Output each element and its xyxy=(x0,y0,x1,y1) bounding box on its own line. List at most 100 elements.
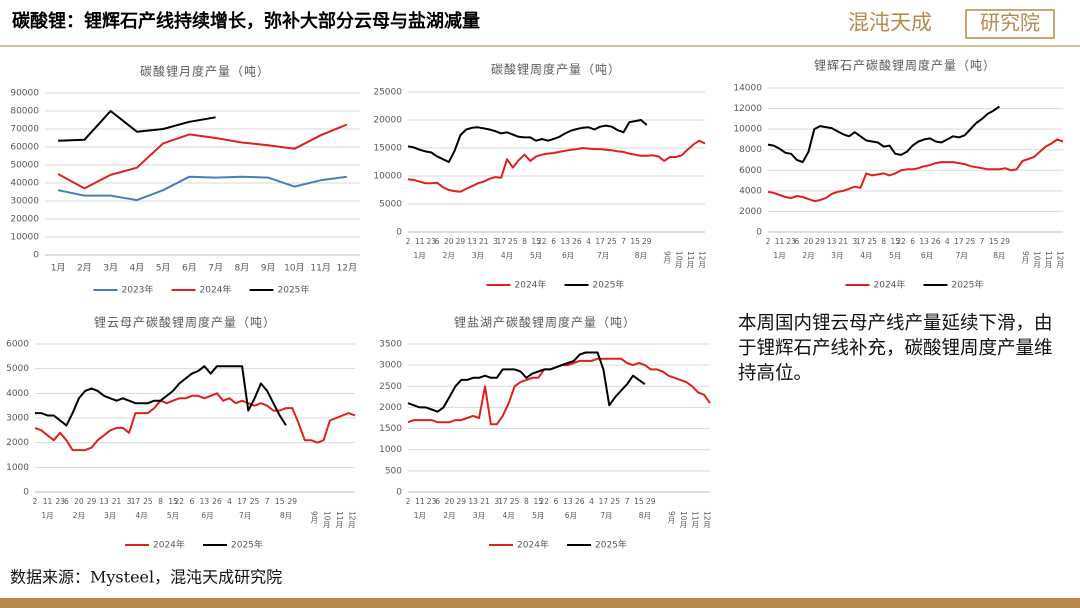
month-label: 2月 xyxy=(443,511,455,520)
x-tick-label: 25 xyxy=(250,497,260,506)
x-tick-label: 8月 xyxy=(235,263,250,274)
x-tick-label: 15 xyxy=(534,497,544,506)
comment: 本周国内锂云母产线产量延续下滑，由于锂辉石产线补充，碳酸锂周度产量维持高位。 xyxy=(738,313,1053,384)
y-tick-label: 90000 xyxy=(10,89,39,99)
y-tick-label: 3000 xyxy=(6,414,29,424)
month-label: 12月 xyxy=(698,251,707,269)
x-tick-label: 13 xyxy=(827,237,837,246)
x-tick-label: 25 xyxy=(867,237,877,246)
month-label: 5月 xyxy=(167,511,179,520)
x-tick-label: 15 xyxy=(989,237,999,246)
x-tick-label: 20 xyxy=(74,497,84,506)
x-tick-label: 25 xyxy=(510,497,520,506)
x-tick-label: 17 xyxy=(599,497,609,506)
x-tick-label: 29 xyxy=(646,497,656,506)
y-tick-label: 10000 xyxy=(10,233,39,243)
x-tick-label: 29 xyxy=(815,237,825,246)
x-tick-label: 15 xyxy=(890,237,900,246)
month-label: 7月 xyxy=(600,511,612,520)
x-tick-label: 15 xyxy=(275,497,285,506)
series-line xyxy=(767,138,1064,203)
chart-title: 锂辉石产碳酸锂周度产量（吨） xyxy=(814,58,996,73)
x-tick-label: 13 xyxy=(563,497,573,506)
x-tick-label: 22 xyxy=(539,497,549,506)
month-label: 9月 xyxy=(663,251,672,264)
x-tick-label: 8 xyxy=(524,497,529,506)
y-tick-label: 3500 xyxy=(379,340,402,350)
x-tick-label: 25 xyxy=(610,497,620,506)
month-label: 11月 xyxy=(335,511,344,529)
x-tick-label: 6 xyxy=(551,237,556,246)
month-label: 7月 xyxy=(956,251,968,260)
chart-title: 碳酸锂周度产量（吨） xyxy=(491,62,621,77)
x-tick-label: 11 xyxy=(43,497,53,506)
y-tick-label: 15000 xyxy=(373,144,402,154)
x-tick-label: 11 xyxy=(415,237,425,246)
x-tick-label: 3 xyxy=(127,497,132,506)
month-label: 10月 xyxy=(1032,251,1041,269)
x-tick-label: 15 xyxy=(630,237,640,246)
y-tick-label: 30000 xyxy=(10,197,39,207)
month-label: 11月 xyxy=(1044,251,1053,269)
legend-label: 2024年 xyxy=(153,539,185,551)
x-tick-label: 11 xyxy=(775,237,785,246)
month-label: 2月 xyxy=(443,251,455,260)
series-line xyxy=(35,365,287,427)
x-tick-label: 7 xyxy=(980,237,985,246)
logo-box-text: 研究院 xyxy=(980,11,1040,35)
x-tick-label: 1月 xyxy=(51,263,66,274)
x-tick-label: 23 xyxy=(786,237,796,246)
x-tick-label: 2月 xyxy=(77,263,92,274)
y-tick-label: 1500 xyxy=(379,424,402,434)
y-tick-label: 5000 xyxy=(379,200,402,210)
y-tick-label: 2000 xyxy=(739,207,762,217)
legend-label: 2023年 xyxy=(122,284,154,296)
month-label: 2月 xyxy=(73,511,85,520)
x-tick-label: 26 xyxy=(575,497,585,506)
x-tick-label: 23 xyxy=(427,497,437,506)
x-tick-label: 26 xyxy=(931,237,941,246)
x-tick-label: 21 xyxy=(112,497,122,506)
month-label: 8月 xyxy=(993,251,1005,260)
series-line xyxy=(407,119,648,163)
x-tick-label: 13 xyxy=(200,497,210,506)
month-label: 9月 xyxy=(667,511,676,524)
x-tick-label: 4 xyxy=(589,497,594,506)
y-tick-label: 40000 xyxy=(10,179,39,189)
y-tick-label: 0 xyxy=(756,228,762,238)
month-label: 11月 xyxy=(691,511,700,529)
chart-title: 锂盐湖产碳酸锂周度产量（吨） xyxy=(454,315,636,330)
x-tick-label: 12月 xyxy=(337,263,357,274)
chart-title: 碳酸锂月度产量（吨） xyxy=(140,64,270,79)
x-tick-label: 22 xyxy=(175,497,185,506)
x-tick-label: 6 xyxy=(64,497,69,506)
source-note: 数据来源：Mysteel，混沌天成研究院 xyxy=(10,568,282,587)
y-tick-label: 4000 xyxy=(6,389,29,399)
series-line xyxy=(407,351,646,413)
x-tick-label: 13 xyxy=(919,237,929,246)
month-label: 8月 xyxy=(635,251,647,260)
x-tick-label: 3 xyxy=(493,237,498,246)
x-tick-label: 8 xyxy=(881,237,886,246)
x-tick-label: 7 xyxy=(621,237,626,246)
month-label: 3月 xyxy=(104,511,116,520)
x-tick-label: 26 xyxy=(212,497,222,506)
y-tick-label: 10000 xyxy=(373,172,402,182)
month-label: 8月 xyxy=(280,511,292,520)
legend-label: 2025年 xyxy=(593,279,625,291)
x-tick-label: 21 xyxy=(480,497,490,506)
month-label: 4月 xyxy=(501,251,513,260)
x-tick-label: 17 xyxy=(237,497,247,506)
month-label: 8月 xyxy=(639,511,651,520)
y-tick-label: 20000 xyxy=(10,215,39,225)
x-tick-label: 4 xyxy=(586,237,591,246)
x-tick-label: 4月 xyxy=(130,263,145,274)
legend-label: 2024年 xyxy=(200,284,232,296)
x-tick-label: 2 xyxy=(33,497,38,506)
month-label: 9月 xyxy=(310,511,319,524)
x-tick-label: 6 xyxy=(435,237,440,246)
y-tick-label: 0 xyxy=(396,228,402,238)
month-label: 4月 xyxy=(860,251,872,260)
